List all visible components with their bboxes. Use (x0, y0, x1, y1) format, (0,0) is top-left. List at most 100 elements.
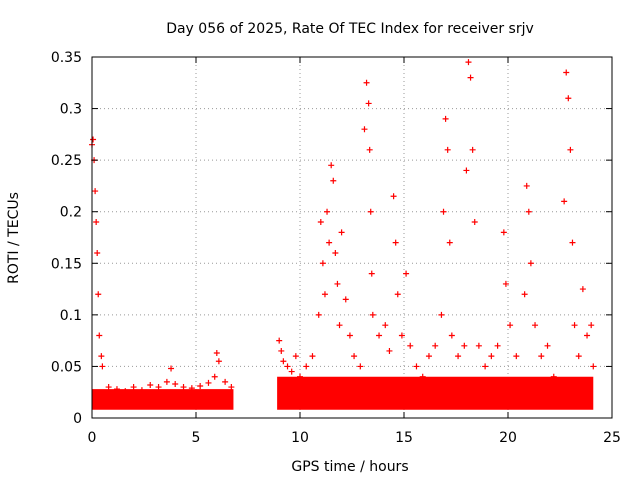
data-point (317, 219, 324, 226)
data-point (357, 363, 364, 370)
data-point (442, 115, 449, 122)
data-point (280, 358, 287, 365)
x-tick-label: 20 (499, 430, 517, 446)
data-point (513, 353, 520, 360)
data-point (336, 322, 343, 329)
data-point (222, 378, 229, 385)
data-point (444, 146, 451, 153)
x-tick-labels: 0 5 10 15 20 25 (88, 430, 621, 446)
data-point (482, 363, 489, 370)
plot-frame (91, 56, 613, 419)
data-point (469, 146, 476, 153)
data-point (390, 193, 397, 200)
data-point (407, 342, 414, 349)
data-point (330, 177, 337, 184)
data-point (488, 353, 495, 360)
data-point (213, 350, 220, 357)
data-point (130, 384, 137, 391)
tick-marks (91, 56, 613, 419)
x-axis-label: GPS time / hours (291, 459, 408, 475)
data-point (532, 322, 539, 329)
data-point (550, 373, 557, 380)
data-point (163, 378, 170, 385)
data-point (438, 311, 445, 318)
data-point (228, 384, 235, 391)
data-point (321, 291, 328, 298)
data-point (297, 373, 303, 380)
data-point (413, 363, 420, 370)
data-point (567, 146, 574, 153)
data-point (332, 249, 339, 256)
data-point (188, 385, 195, 392)
data-point (527, 260, 534, 267)
data-point (538, 353, 545, 360)
data-point (494, 342, 501, 349)
data-point (425, 353, 432, 360)
data-point (565, 95, 572, 102)
data-point (368, 270, 375, 277)
data-point (95, 291, 102, 298)
data-point (588, 322, 595, 329)
data-point (122, 388, 129, 395)
data-point (394, 291, 401, 298)
data-point (94, 249, 101, 256)
data-point (197, 383, 204, 390)
data-point (367, 208, 374, 215)
data-point (309, 353, 316, 360)
data-point (463, 167, 470, 174)
data-point (419, 373, 426, 380)
y-tick-labels: 0 0.05 0.1 0.15 0.2 0.25 0.3 0.35 (51, 50, 82, 427)
data-point (544, 342, 551, 349)
data-point (351, 353, 358, 360)
data-point (342, 296, 349, 303)
data-point (113, 386, 120, 393)
x-tick-label: 5 (192, 430, 201, 446)
dense-band-late (277, 376, 594, 410)
data-point (98, 353, 105, 360)
data-point (475, 342, 482, 349)
x-tick-label: 15 (395, 430, 413, 446)
data-point (326, 239, 333, 246)
data-point (382, 322, 389, 329)
data-point (440, 208, 447, 215)
y-tick-label: 0.2 (60, 205, 82, 221)
data-point (346, 332, 353, 339)
data-point (502, 280, 509, 287)
data-point (432, 342, 439, 349)
data-point (575, 353, 582, 360)
x-tick-label: 25 (603, 430, 621, 446)
data-point (276, 337, 283, 344)
y-tick-label: 0.15 (51, 256, 82, 272)
data-point (563, 69, 570, 76)
data-point (292, 353, 299, 360)
data-point (363, 79, 370, 86)
data-point (446, 239, 453, 246)
data-point (569, 239, 576, 246)
data-point (215, 358, 222, 365)
data-point (324, 208, 331, 215)
data-point (155, 384, 162, 391)
data-point (455, 353, 462, 360)
data-point (96, 332, 103, 339)
data-point (369, 311, 376, 318)
data-point (168, 365, 175, 372)
data-point (172, 380, 179, 387)
data-point (571, 322, 578, 329)
data-point (584, 332, 591, 339)
data-point (366, 146, 373, 153)
data-point (93, 219, 100, 226)
data-point (561, 198, 568, 205)
data-point (334, 280, 341, 287)
data-point (471, 219, 478, 226)
data-point (92, 188, 99, 195)
y-tick-label: 0.3 (60, 102, 82, 118)
data-point (205, 379, 212, 386)
y-axis-label: ROTI / TECUs (6, 192, 22, 284)
y-tick-label: 0 (73, 411, 82, 427)
data-point (138, 387, 145, 394)
dense-band (92, 376, 594, 410)
x-tick-label: 10 (291, 430, 309, 446)
y-tick-label: 0.05 (51, 359, 82, 375)
